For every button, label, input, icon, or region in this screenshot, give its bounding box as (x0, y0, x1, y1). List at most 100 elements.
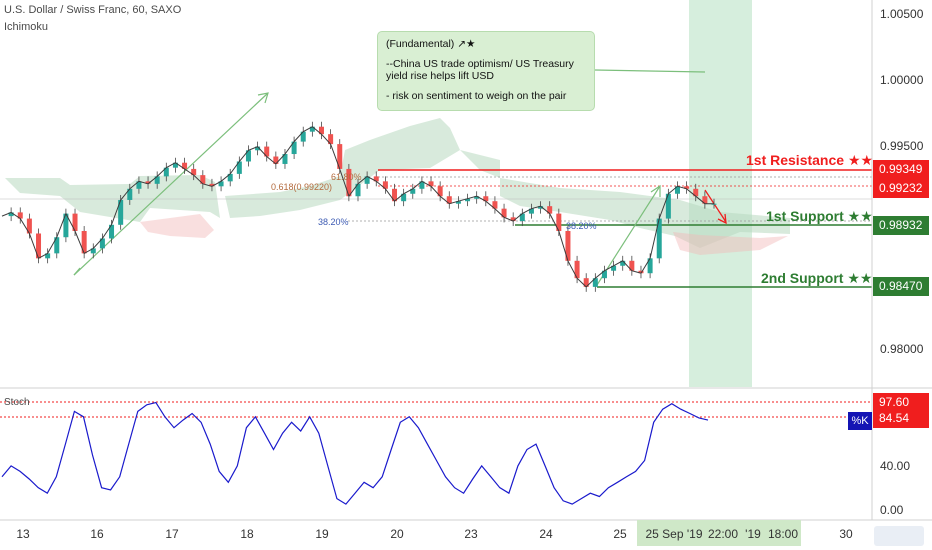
candle (510, 217, 516, 222)
candle (26, 218, 32, 234)
candle (665, 193, 671, 219)
x-tick: 16 (90, 527, 104, 541)
candle (191, 168, 197, 176)
candle (63, 213, 69, 238)
candle (556, 213, 562, 232)
candle (346, 168, 352, 197)
candle (291, 141, 297, 155)
x-tick: 20 (390, 527, 404, 541)
candle (601, 270, 607, 279)
stoch-label: Stoch (4, 397, 30, 408)
x-tick: 25 (613, 527, 627, 541)
fib-618-value: 0.618(0.99220) (271, 182, 333, 192)
candle (227, 173, 233, 182)
candle (245, 150, 251, 162)
candle (501, 208, 507, 218)
candle (45, 253, 51, 259)
candle (638, 270, 644, 274)
candle (684, 186, 690, 189)
resistance-label: 1st Resistance ★★ (746, 152, 874, 168)
candle (8, 212, 14, 217)
candle (647, 258, 653, 274)
candle (81, 231, 87, 254)
candle (318, 126, 324, 135)
indicator-label: Ichimoku (4, 21, 49, 33)
candle (72, 213, 78, 232)
support2-price-tag: 0.98470 (873, 277, 929, 296)
candle (419, 181, 425, 189)
highlight-zone (689, 0, 752, 387)
y-tick-4: 0.98000 (880, 342, 924, 356)
note-line1: --China US trade optimism/ US Treasury (386, 58, 574, 70)
candle (401, 193, 407, 202)
candle (373, 176, 379, 182)
fib-382-label: 38.20% (318, 217, 349, 227)
candle (455, 201, 461, 204)
note-line2: yield rise helps lift USD (386, 70, 494, 82)
candle (300, 131, 306, 142)
candle (392, 188, 398, 202)
candle (328, 134, 334, 145)
candle (145, 181, 151, 184)
candle (136, 181, 142, 189)
stoch-tick-40: 40.00 (880, 459, 911, 473)
candle (702, 196, 708, 204)
x-tick: 25 Sep '19 (645, 527, 703, 541)
x-tick: 30 (839, 527, 853, 541)
x-tick: 13 (16, 527, 30, 541)
note-line3: - risk on sentiment to weigh on the pair (386, 90, 567, 102)
x-tick: '19 (745, 527, 761, 541)
time-axis-highlight (637, 520, 801, 546)
candle (163, 167, 169, 177)
x-tick: 23 (464, 527, 478, 541)
candle (172, 162, 178, 168)
stoch-tick-0: 0.00 (880, 503, 904, 517)
candle (127, 188, 133, 200)
candle (54, 237, 60, 254)
candle (364, 176, 370, 184)
candle (674, 186, 680, 194)
fib-618-label: 61.80% (331, 172, 362, 182)
candle (538, 206, 544, 209)
candle (337, 144, 343, 169)
candle (273, 156, 279, 164)
stoch-lower-tag: 84.54 (873, 409, 929, 428)
price-line (1, 126, 714, 288)
candle (382, 181, 388, 189)
candle (264, 146, 270, 157)
candle (200, 175, 206, 184)
candle (36, 233, 42, 259)
stoch-k-line (1, 401, 709, 505)
fundamental-note: (Fundamental) ↗★ --China US trade optimi… (377, 31, 595, 111)
x-tick: 17 (165, 527, 179, 541)
candle (583, 278, 589, 287)
candle (629, 260, 635, 271)
candle (620, 260, 626, 266)
stoch-k-tag: %K (848, 412, 872, 430)
candle (465, 198, 471, 202)
candle (656, 218, 662, 259)
y-tick-1: 1.00500 (880, 7, 924, 21)
candle (282, 154, 288, 164)
candle (483, 196, 489, 202)
candle (209, 183, 215, 187)
candle (565, 231, 571, 261)
support1-price-tag: 0.98932 (873, 216, 929, 235)
x-tick: 18 (240, 527, 254, 541)
candle (547, 206, 553, 214)
candle (574, 260, 580, 279)
stoch-upper-tag: 97.60 (873, 393, 929, 412)
x-tick: 22:00 (707, 527, 739, 541)
candle (109, 224, 115, 239)
ichimoku-cloud (5, 118, 790, 255)
candle (309, 126, 315, 132)
candle (236, 161, 242, 174)
candle (17, 212, 23, 219)
y-tick-2: 1.00000 (880, 73, 924, 87)
note-title: (Fundamental) ↗★ (386, 38, 476, 50)
candle (693, 188, 699, 197)
candle (611, 265, 617, 271)
resistance-price-tag: 0.99349 (873, 160, 929, 179)
candle (355, 183, 361, 197)
x-tick: 24 (539, 527, 553, 541)
